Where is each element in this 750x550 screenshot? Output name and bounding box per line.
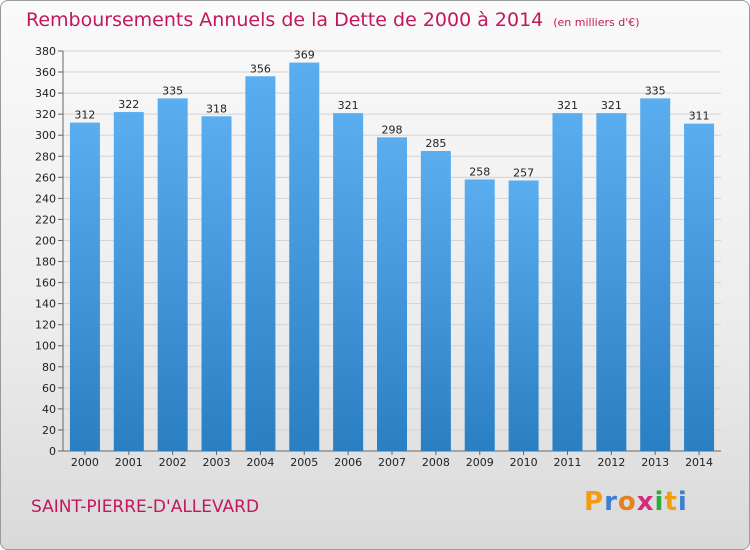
logo-letter: o xyxy=(617,487,637,517)
bar xyxy=(464,179,495,451)
chart-title: Remboursements Annuels de la Dette de 20… xyxy=(26,9,640,31)
x-tick-label: 2003 xyxy=(203,456,231,469)
data-label: 298 xyxy=(382,123,403,136)
data-label: 257 xyxy=(513,166,534,179)
x-tick-label: 2011 xyxy=(553,456,581,469)
data-label: 311 xyxy=(689,110,710,123)
y-tick-label: 80 xyxy=(42,361,56,374)
x-tick-label: 2006 xyxy=(334,456,362,469)
y-tick-label: 100 xyxy=(35,340,56,353)
bar xyxy=(113,112,144,451)
x-tick-label: 2009 xyxy=(466,456,494,469)
bar xyxy=(552,113,583,452)
y-tick-label: 160 xyxy=(35,277,56,290)
labels: 0 20 40 60 80 100 120 140 160 180 200 220 240 260 280 3… xyxy=(35,45,713,469)
y-tick-label: 360 xyxy=(35,66,56,79)
bar xyxy=(420,151,451,451)
y-tick-label: 300 xyxy=(35,129,56,142)
x-tick-label: 2012 xyxy=(597,456,625,469)
x-tick-label: 2005 xyxy=(290,456,318,469)
data-label: 335 xyxy=(645,84,666,97)
bars xyxy=(69,62,715,452)
x-tick-label: 2010 xyxy=(510,456,538,469)
logo-letter: r xyxy=(604,487,618,517)
data-label: 356 xyxy=(250,62,271,75)
bar xyxy=(289,62,320,451)
x-tick-label: 2008 xyxy=(422,456,450,469)
logo-letter: P xyxy=(584,487,605,517)
bar xyxy=(508,180,539,451)
data-label: 321 xyxy=(557,99,578,112)
data-label: 318 xyxy=(206,102,227,115)
y-tick-label: 120 xyxy=(35,319,56,332)
bar xyxy=(640,98,671,452)
y-tick-label: 0 xyxy=(49,445,56,458)
y-tick-label: 180 xyxy=(35,256,56,269)
y-tick-label: 340 xyxy=(35,87,56,100)
data-label: 369 xyxy=(294,49,315,62)
proxiti-logo: Proxiti xyxy=(584,487,688,517)
bar xyxy=(201,116,232,452)
y-tick-label: 20 xyxy=(42,424,56,437)
data-label: 321 xyxy=(338,99,359,112)
x-tick-label: 2013 xyxy=(641,456,669,469)
y-tick-label: 140 xyxy=(35,298,56,311)
y-tick-label: 60 xyxy=(42,382,56,395)
x-tick-label: 2001 xyxy=(115,456,143,469)
logo-letter: i xyxy=(654,487,665,517)
y-tick-label: 40 xyxy=(42,403,56,416)
chart-title-text: Remboursements Annuels de la Dette de 20… xyxy=(26,9,544,31)
x-tick-label: 2000 xyxy=(71,456,99,469)
data-label: 335 xyxy=(162,84,183,97)
bar xyxy=(596,113,627,452)
y-tick-label: 220 xyxy=(35,213,56,226)
data-label: 258 xyxy=(469,165,490,178)
bar xyxy=(377,137,407,451)
x-tick-label: 2007 xyxy=(378,456,406,469)
data-label: 321 xyxy=(601,99,622,112)
data-label: 285 xyxy=(425,137,446,150)
x-tick-label: 2014 xyxy=(685,456,713,469)
data-label: 312 xyxy=(74,109,95,122)
bar xyxy=(245,76,276,452)
y-tick-label: 200 xyxy=(35,234,56,247)
x-tick-label: 2002 xyxy=(159,456,187,469)
bar xyxy=(333,113,364,452)
y-tick-label: 240 xyxy=(35,192,56,205)
logo-letter: i xyxy=(677,487,688,517)
bar xyxy=(69,122,100,451)
x-tick-label: 2004 xyxy=(246,456,274,469)
logo-letter: x xyxy=(636,487,655,517)
y-tick-label: 320 xyxy=(35,108,56,121)
chart-unit: (en milliers d'€) xyxy=(553,16,640,29)
data-label: 322 xyxy=(118,98,139,111)
bar xyxy=(157,98,188,452)
y-tick-label: 280 xyxy=(35,150,56,163)
commune-name: SAINT-PIERRE-D'ALLEVARD xyxy=(31,497,260,517)
y-tick-label: 380 xyxy=(35,45,56,58)
logo-letter: t xyxy=(664,487,678,517)
bar xyxy=(684,123,715,451)
y-tick-label: 260 xyxy=(35,171,56,184)
